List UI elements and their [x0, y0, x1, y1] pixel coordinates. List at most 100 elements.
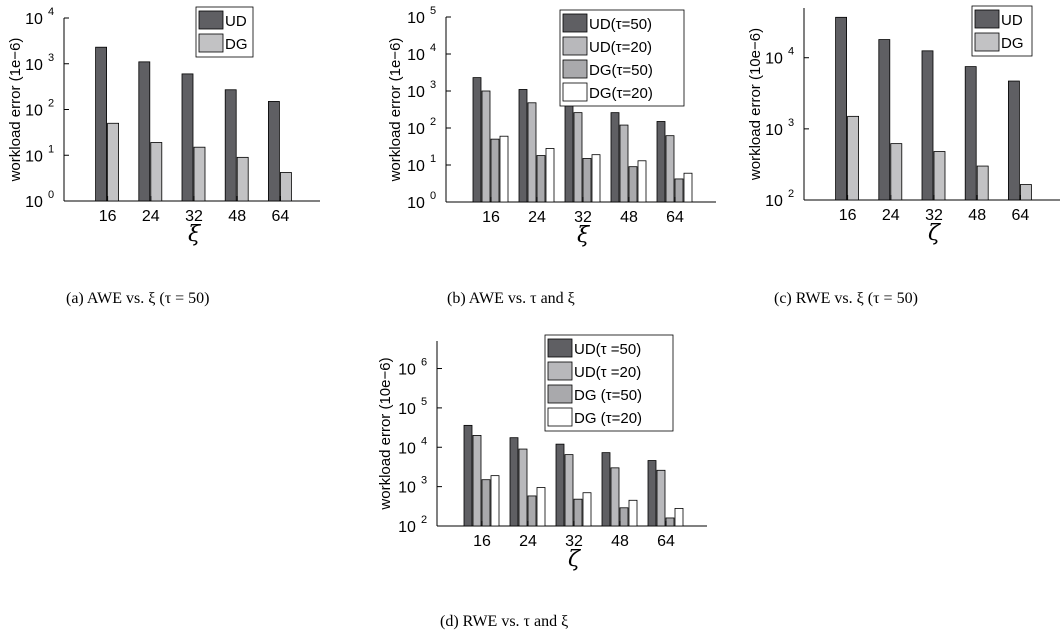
- y-tick-label: 10: [25, 103, 43, 120]
- bar-dg-50--48: [619, 507, 629, 527]
- chart-a: 10 0 10 1 10 2 10 3 10 4 workload error (1e−6) 16 24…: [7, 6, 320, 247]
- legend-swatch: [974, 32, 1000, 52]
- bar-dg-20--64: [674, 507, 684, 527]
- x-tick-label: 32: [185, 208, 203, 225]
- y-tick-exponent: 1: [430, 153, 436, 165]
- x-tick-label: 48: [611, 533, 629, 550]
- bar-dg-50--24: [536, 155, 546, 203]
- legend-swatch: [562, 82, 588, 102]
- caption-d: (d) RWE vs. τ and ξ: [440, 613, 569, 630]
- chart-c: 10 2 10 3 10 4 workload error (10e−6) 16 24 32 48 6…: [747, 5, 1060, 246]
- x-tick-label: 24: [519, 533, 537, 550]
- legend-swatch: [562, 36, 588, 56]
- legend-label: DG (τ=50): [574, 387, 642, 404]
- bar-dg-50--32: [573, 498, 583, 527]
- bar-dg-50--16: [481, 479, 491, 527]
- y-tick-label: 10: [765, 122, 783, 139]
- bar-dg-24: [150, 142, 163, 202]
- bar-ud-48: [964, 66, 977, 201]
- x-tick-label: 32: [565, 533, 583, 550]
- legend-swatch: [974, 9, 1000, 29]
- bar-dg-20--32: [582, 492, 592, 527]
- legend-label: DG: [1001, 35, 1024, 52]
- bar-dg-50--64: [674, 178, 684, 203]
- y-tick-exponent: 5: [430, 5, 436, 17]
- bar-dg-48: [976, 165, 989, 201]
- legend-label: UD(τ=50): [589, 16, 652, 33]
- bar-dg-16: [847, 115, 859, 201]
- bar-dg-64: [279, 172, 292, 202]
- legend-swatch: [547, 361, 573, 381]
- legend-swatch: [562, 59, 588, 79]
- y-tick-exponent: 6: [421, 357, 427, 369]
- x-tick-label: 64: [666, 209, 684, 226]
- bar-dg-24: [890, 143, 903, 201]
- bar-dg-50--48: [628, 166, 638, 203]
- x-axis-label: ζ: [928, 221, 942, 246]
- y-tick-exponent: 3: [788, 117, 794, 129]
- bar-ud-50--24: [509, 437, 519, 527]
- legend-label: DG(τ=50): [589, 62, 653, 79]
- x-tick-label: 16: [839, 207, 857, 224]
- legend-label: UD(τ=20): [589, 39, 652, 56]
- y-tick-label: 10: [765, 193, 783, 210]
- y-tick-label: 10: [25, 11, 43, 28]
- legend-label: DG (τ=20): [574, 410, 642, 427]
- bar-ud-50--64: [656, 121, 666, 203]
- y-tick-label: 10: [398, 519, 416, 536]
- y-axis-label: workload error (1e−6): [387, 38, 404, 183]
- bar-dg-32: [193, 146, 206, 202]
- x-tick-label: 48: [228, 208, 246, 225]
- x-tick-label: 64: [272, 208, 290, 225]
- y-tick-exponent: 4: [430, 42, 436, 54]
- bar-dg-20--24: [536, 487, 546, 527]
- x-tick-label: 32: [925, 207, 943, 224]
- y-tick-label: 10: [407, 84, 425, 101]
- y-tick-label: 10: [25, 57, 43, 74]
- x-axis-label: ξ: [577, 223, 591, 248]
- bar-dg-50--32: [582, 158, 592, 203]
- bar-ud-20--16: [481, 90, 491, 203]
- y-tick-label: 10: [407, 158, 425, 175]
- bar-ud-50--48: [610, 112, 620, 203]
- y-axis-label: workload error (10e−6): [747, 28, 764, 181]
- bar-ud-24: [878, 39, 891, 201]
- y-axis-label: workload error (1e−6): [7, 38, 24, 183]
- legend-swatch: [547, 338, 573, 358]
- x-tick-label: 64: [1012, 207, 1030, 224]
- y-tick-exponent: 3: [48, 52, 54, 64]
- bar-ud-20--24: [527, 102, 537, 203]
- y-tick-label: 10: [398, 440, 416, 457]
- bar-dg-20--16: [490, 475, 500, 527]
- bar-dg-50--24: [527, 495, 537, 527]
- bar-ud-20--32: [573, 112, 583, 203]
- x-tick-label: 24: [882, 207, 900, 224]
- bar-dg-64: [1019, 184, 1032, 201]
- bar-ud-16: [95, 46, 107, 202]
- bar-dg-32: [933, 151, 946, 201]
- bar-dg-20--32: [591, 154, 601, 203]
- legend-label: UD: [225, 13, 247, 30]
- y-tick-exponent: 2: [788, 188, 794, 200]
- bar-ud-20--32: [564, 454, 574, 527]
- y-tick-label: 10: [407, 195, 425, 212]
- y-tick-exponent: 1: [48, 143, 54, 155]
- y-tick-exponent: 2: [48, 98, 54, 110]
- legend-label: UD(τ =50): [574, 341, 641, 358]
- y-tick-exponent: 3: [421, 475, 427, 487]
- bar-ud-32: [181, 73, 194, 202]
- y-tick-label: 10: [407, 47, 425, 64]
- x-tick-label: 24: [142, 208, 160, 225]
- x-tick-label: 48: [620, 209, 638, 226]
- legend-swatch: [547, 384, 573, 404]
- bar-dg-50--16: [490, 138, 500, 203]
- bar-ud-24: [138, 61, 151, 202]
- y-tick-label: 10: [398, 480, 416, 497]
- y-tick-exponent: 3: [430, 79, 436, 91]
- x-tick-label: 16: [99, 208, 117, 225]
- bar-ud-32: [921, 50, 934, 201]
- bar-ud-20--24: [518, 448, 528, 527]
- chart-d: 10 2 10 3 10 4 10 5 10 6 workload error (10e−6) 16 2…: [377, 334, 707, 572]
- bar-dg-20--48: [637, 160, 647, 203]
